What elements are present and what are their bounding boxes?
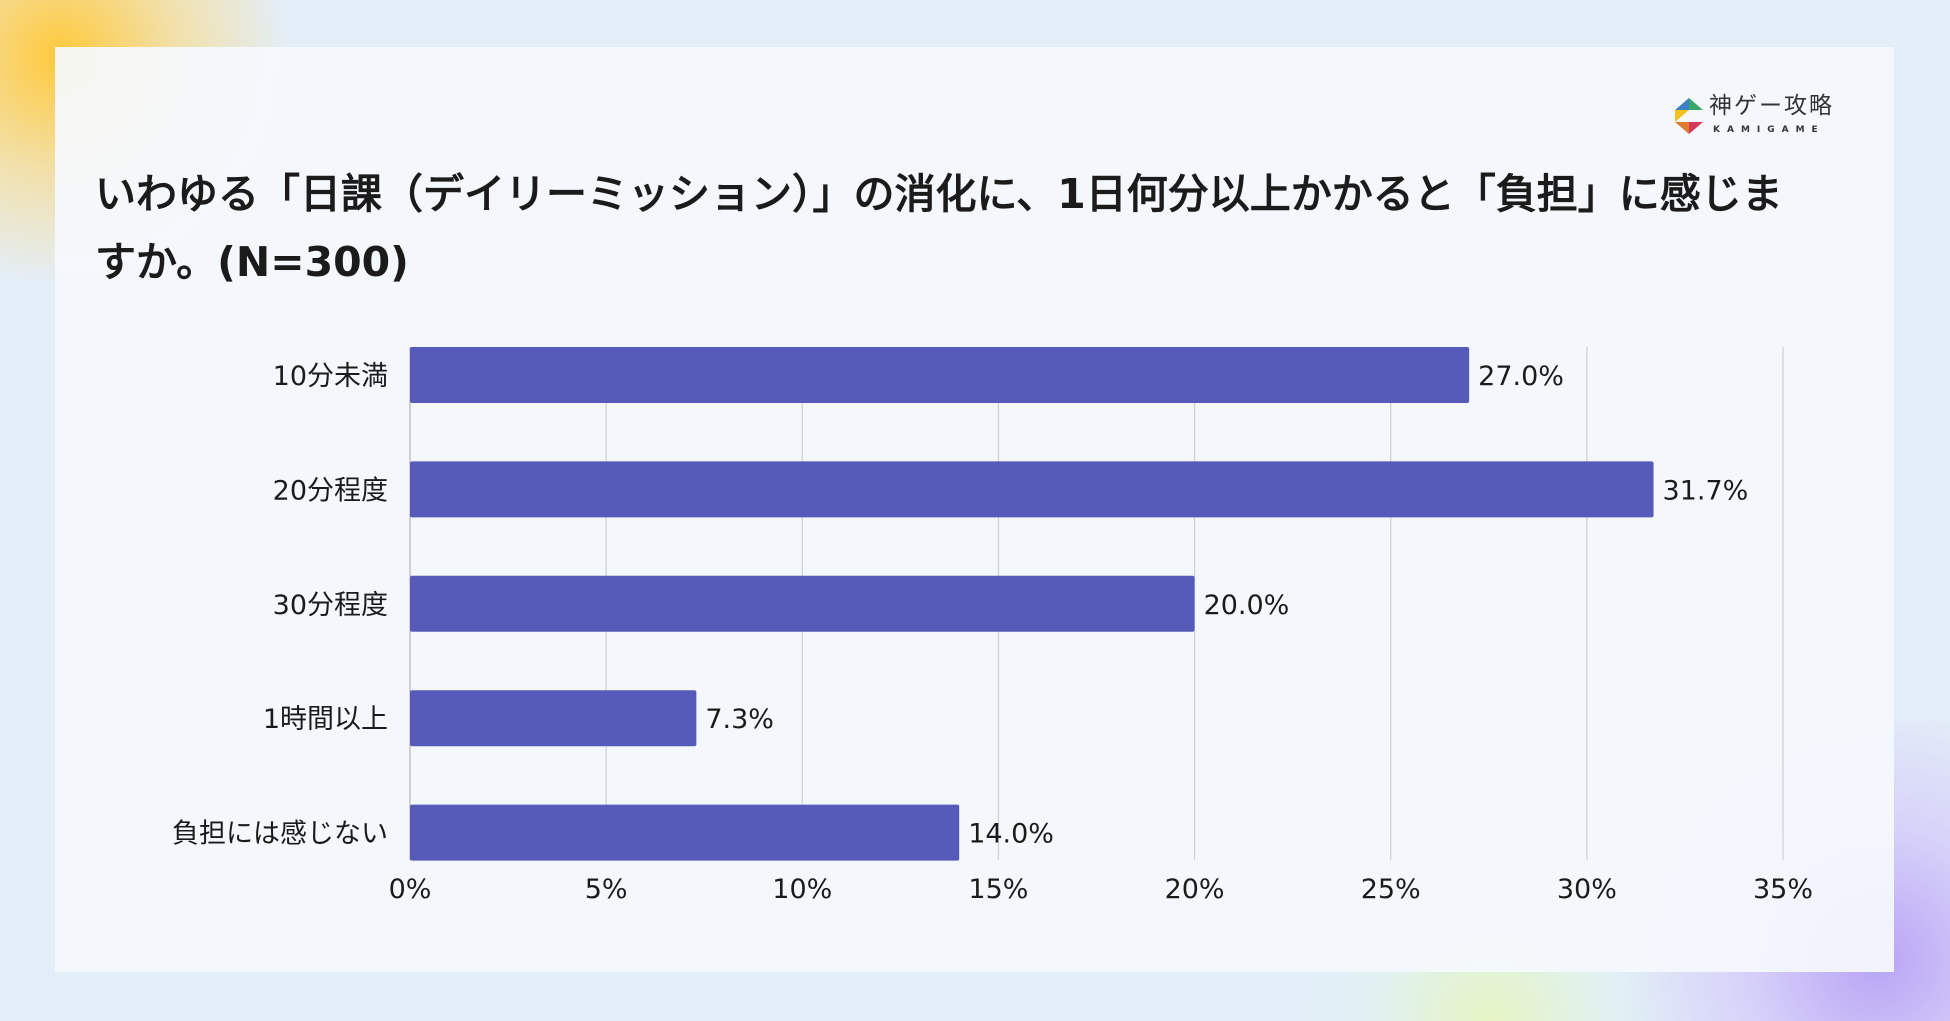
x-tick-label: 0% [389, 874, 432, 905]
data-label: 27.0% [1478, 361, 1564, 392]
bar [410, 347, 1470, 403]
category-label: 10分未満 [273, 361, 388, 392]
data-label: 14.0% [968, 819, 1054, 850]
data-label: 31.7% [1663, 475, 1749, 506]
x-tick-label: 30% [1557, 874, 1617, 905]
x-tick-label: 20% [1165, 874, 1225, 905]
category-label: 20分程度 [273, 475, 388, 506]
data-label: 7.3% [705, 704, 774, 735]
x-tick-label: 25% [1361, 874, 1421, 905]
logo-text-jp: 神ゲー攻略 [1709, 93, 1834, 119]
logo-mark-icon [1675, 98, 1703, 134]
chart-title: いわゆる「日課（デイリーミッション）」の消化に、1日何分以上かかると「負担」に感… [95, 170, 1783, 286]
bar [410, 804, 960, 861]
category-label: 30分程度 [273, 590, 388, 621]
kamigame-logo: 神ゲー攻略 KAMIGAME [1673, 94, 1853, 138]
bar [410, 575, 1195, 632]
x-tick-label: 10% [772, 874, 832, 905]
x-tick-label: 15% [968, 874, 1028, 905]
x-tick-label: 35% [1753, 874, 1813, 905]
data-label: 20.0% [1204, 590, 1290, 621]
category-label: 負担には感じない [172, 819, 388, 850]
category-label: 1時間以上 [263, 704, 388, 735]
logo-text-en: KAMIGAME [1713, 125, 1825, 135]
bar [410, 690, 697, 747]
x-tick-label: 5% [585, 874, 628, 905]
bar [410, 461, 1654, 518]
